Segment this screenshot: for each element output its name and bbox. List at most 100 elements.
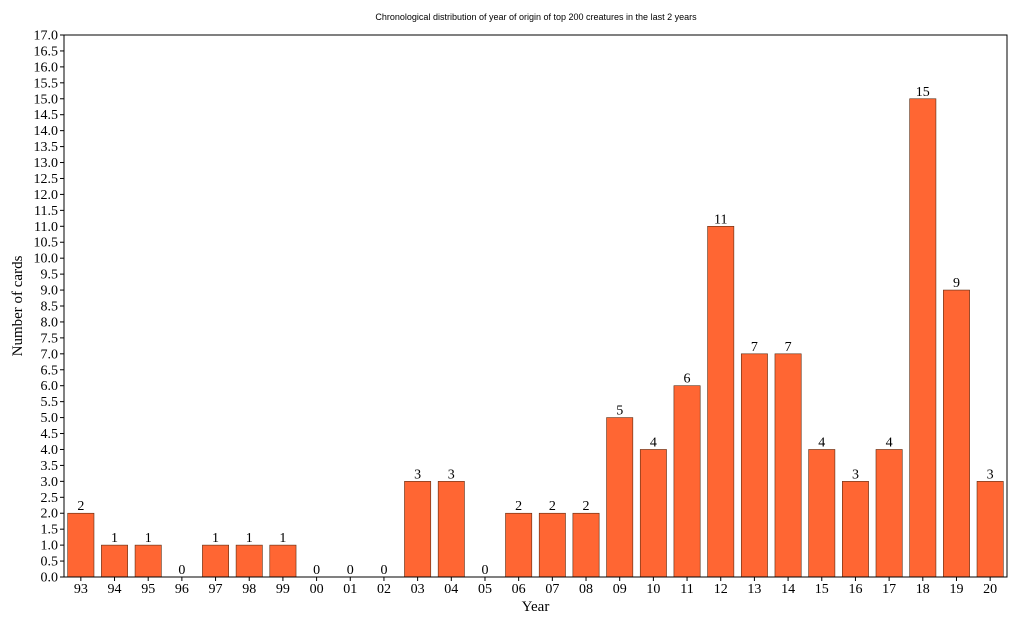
y-tick-label: 5.0 (41, 411, 59, 426)
y-tick-label: 4.5 (41, 427, 59, 442)
y-tick-label: 9.5 (41, 268, 59, 283)
y-tick-label: 15.5 (34, 76, 59, 91)
bar (202, 545, 228, 577)
x-tick-label: 11 (680, 582, 693, 597)
x-tick-label: 06 (512, 582, 526, 597)
y-tick-label: 14.5 (34, 108, 59, 123)
y-tick-label: 11.5 (34, 204, 58, 219)
y-tick-label: 9.0 (41, 284, 59, 299)
y-tick-label: 15.0 (34, 92, 59, 107)
bar-value-label: 5 (616, 404, 623, 419)
y-tick-label: 2.0 (41, 507, 59, 522)
bar-value-label: 3 (448, 467, 455, 482)
y-tick-label: 6.0 (41, 379, 59, 394)
x-tick-label: 16 (848, 582, 862, 597)
bar-value-label: 0 (380, 563, 387, 578)
bar (775, 354, 801, 577)
y-tick-label: 14.0 (34, 124, 59, 139)
bar-value-label: 0 (481, 563, 488, 578)
x-tick-label: 18 (916, 582, 930, 597)
bar-value-label: 0 (347, 563, 354, 578)
bar-chart: Chronological distribution of year of or… (0, 0, 1024, 623)
x-tick-label: 03 (411, 582, 425, 597)
bar (708, 226, 734, 577)
y-tick-label: 7.0 (41, 347, 59, 362)
y-tick-label: 0.5 (41, 555, 59, 570)
x-tick-label: 95 (141, 582, 155, 597)
bar-value-label: 2 (549, 499, 556, 514)
bar (910, 99, 936, 577)
y-tick-label: 5.5 (41, 395, 59, 410)
bar-value-label: 1 (145, 531, 152, 546)
bar (607, 418, 633, 577)
x-tick-label: 09 (613, 582, 627, 597)
y-tick-label: 16.5 (34, 44, 59, 59)
x-tick-label: 12 (714, 582, 728, 597)
x-tick-label: 15 (815, 582, 829, 597)
x-tick-label: 17 (882, 582, 896, 597)
y-tick-label: 6.5 (41, 363, 59, 378)
y-tick-label: 1.0 (41, 539, 59, 554)
bar-value-label: 3 (852, 467, 859, 482)
y-tick-label: 4.0 (41, 443, 59, 458)
bar (270, 545, 296, 577)
bar (438, 481, 464, 577)
x-tick-label: 08 (579, 582, 593, 597)
bar-value-label: 7 (751, 340, 758, 355)
y-axis-ticks: 0.00.51.01.52.02.53.03.54.04.55.05.56.06… (34, 29, 65, 586)
bar (876, 449, 902, 577)
x-axis-label: Year (522, 599, 550, 615)
bar-value-label: 9 (953, 276, 960, 291)
y-tick-label: 13.0 (34, 156, 59, 171)
y-tick-label: 1.5 (41, 523, 59, 538)
x-tick-label: 14 (781, 582, 795, 597)
bar (809, 449, 835, 577)
x-tick-label: 07 (545, 582, 559, 597)
x-tick-label: 94 (108, 582, 122, 597)
bar-value-label: 0 (178, 563, 185, 578)
bars (68, 99, 1004, 577)
y-tick-label: 8.5 (41, 300, 59, 315)
bar (842, 481, 868, 577)
bar (977, 481, 1003, 577)
x-tick-label: 97 (209, 582, 223, 597)
x-tick-label: 98 (242, 582, 256, 597)
bar-value-label: 3 (987, 467, 994, 482)
x-tick-label: 19 (949, 582, 963, 597)
bar-value-label: 1 (279, 531, 286, 546)
bar-value-label: 3 (414, 467, 421, 482)
x-tick-label: 05 (478, 582, 492, 597)
bar (236, 545, 262, 577)
y-tick-label: 8.0 (41, 315, 59, 330)
x-tick-label: 13 (747, 582, 761, 597)
x-tick-label: 20 (983, 582, 997, 597)
bar-value-label: 2 (583, 499, 590, 514)
y-tick-label: 0.0 (41, 571, 59, 586)
x-axis-ticks: 93 94 95 96 97 98 99 00 01 02 03 04 05 06 07 08 09 10 11 12… (74, 577, 997, 597)
bar-value-label: 2 (77, 499, 84, 514)
bar (539, 513, 565, 577)
y-tick-label: 13.5 (34, 140, 59, 155)
bar-value-label: 2 (515, 499, 522, 514)
y-tick-label: 12.0 (34, 188, 59, 203)
x-tick-label: 96 (175, 582, 189, 597)
x-tick-label: 10 (646, 582, 660, 597)
bar (674, 386, 700, 577)
bar-value-label: 0 (313, 563, 320, 578)
bar-value-label: 11 (714, 212, 727, 227)
y-tick-label: 3.0 (41, 475, 59, 490)
bar (506, 513, 532, 577)
y-tick-label: 10.5 (34, 236, 59, 251)
y-axis-label: Number of cards (10, 255, 26, 356)
y-tick-label: 11.0 (34, 220, 58, 235)
x-tick-label: 00 (310, 582, 324, 597)
y-tick-label: 3.5 (41, 459, 59, 474)
bar-value-label: 15 (916, 85, 930, 100)
x-tick-label: 93 (74, 582, 88, 597)
bar-value-label: 4 (650, 435, 657, 450)
bar-value-label: 1 (246, 531, 253, 546)
bar (404, 481, 430, 577)
y-tick-label: 12.5 (34, 172, 59, 187)
bar (135, 545, 161, 577)
bar-value-label: 7 (785, 340, 792, 355)
